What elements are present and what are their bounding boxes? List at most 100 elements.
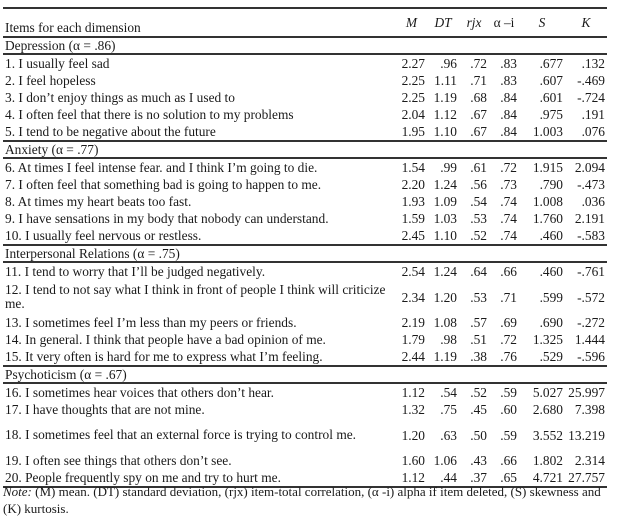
- item-text: 18. I sometimes feel that an external fo…: [5, 427, 357, 442]
- item-text: 8. At times my heart beats too fast.: [5, 194, 192, 209]
- value-alpha-i: .59: [500, 427, 517, 443]
- value-k: 13.219: [568, 427, 605, 443]
- value-alpha-i: .73: [500, 177, 517, 192]
- value-s: .677: [539, 56, 563, 71]
- table-row: 20. People frequently spy on me and try …: [3, 469, 607, 488]
- value-dt: .99: [440, 160, 457, 175]
- value-s: .790: [539, 177, 563, 192]
- value-k: 2.314: [574, 453, 605, 468]
- value-rjx: .50: [470, 427, 487, 443]
- table-row: 7. I often feel that something bad is go…: [3, 176, 607, 193]
- item-text: 5. I tend to be negative about the futur…: [3, 123, 396, 142]
- value-m: 2.25: [401, 90, 425, 105]
- value-s: .690: [539, 315, 563, 330]
- value-m: 1.79: [401, 332, 425, 347]
- value-s: 2.680: [532, 402, 563, 417]
- value-k: 2.191: [574, 211, 605, 226]
- value-rjx: .68: [470, 90, 487, 105]
- value-m: 2.27: [401, 56, 425, 71]
- value-dt: 1.08: [433, 315, 457, 330]
- value-rjx: .53: [470, 289, 487, 305]
- value-k: 2.094: [574, 160, 605, 175]
- value-alpha-i: .66: [500, 453, 517, 468]
- item-text: 3. I don’t enjoy things as much as I use…: [5, 90, 235, 105]
- value-s: 3.552: [532, 427, 563, 443]
- value-alpha-i: .74: [500, 194, 517, 209]
- section-title: Interpersonal Relations (α = .75): [3, 245, 607, 263]
- header-row: Items for each dimension M DT rjx α –i S…: [3, 7, 607, 38]
- value-s: .460: [539, 264, 563, 279]
- value-k: 7.398: [574, 402, 605, 417]
- value-dt: 1.11: [434, 73, 457, 88]
- value-rjx: .57: [470, 315, 487, 330]
- value-dt: 1.24: [433, 264, 457, 279]
- value-m: 1.12: [396, 469, 427, 488]
- value-dt: .96: [440, 56, 457, 71]
- section-title: Psychoticism (α = .67): [3, 366, 607, 384]
- value-s: 1.008: [532, 194, 563, 209]
- value-alpha-i: .66: [500, 264, 517, 279]
- value-s: 1.003: [519, 123, 565, 142]
- value-alpha-i: .59: [500, 385, 517, 400]
- value-alpha-i: .74: [500, 211, 517, 226]
- item-text: 13. I sometimes feel I’m less than my pe…: [5, 315, 297, 330]
- value-k: -.572: [577, 289, 605, 305]
- value-alpha-i: .83: [500, 73, 517, 88]
- value-alpha-i: .74: [489, 227, 519, 246]
- note-label: Note:: [3, 484, 32, 499]
- item-text: 9. I have sensations in my body that nob…: [5, 211, 329, 226]
- table-row: 18. I sometimes feel that an external fo…: [3, 418, 607, 452]
- value-s: 1.915: [532, 160, 563, 175]
- value-dt: .63: [440, 427, 457, 443]
- value-m: 1.95: [396, 123, 427, 142]
- items-header: Items for each dimension: [3, 7, 396, 38]
- section-row: Depression (α = .86): [3, 37, 607, 55]
- item-text: 10. I usually feel nervous or restless.: [3, 227, 396, 246]
- value-s: 4.721: [519, 469, 565, 488]
- table-row: 12. I tend to not say what I think in fr…: [3, 280, 607, 314]
- table-row: 4. I often feel that there is no solutio…: [3, 106, 607, 123]
- value-s: .529: [519, 348, 565, 367]
- value-m: 2.45: [396, 227, 427, 246]
- value-alpha-i: .83: [500, 56, 517, 71]
- value-alpha-i: .69: [500, 315, 517, 330]
- table-row: 1. I usually feel sad 2.27 .96 .72 .83 .677 .1…: [3, 54, 607, 72]
- value-alpha-i: .84: [500, 107, 517, 122]
- item-text: 16. I sometimes hear voices that others …: [5, 385, 274, 400]
- value-dt: 1.12: [433, 107, 457, 122]
- value-k: -.469: [577, 73, 605, 88]
- value-k: -.272: [577, 315, 605, 330]
- value-alpha-i: .72: [500, 160, 517, 175]
- table-row: 13. I sometimes feel I’m less than my pe…: [3, 314, 607, 331]
- value-s: 1.325: [532, 332, 563, 347]
- value-m: 1.32: [401, 402, 425, 417]
- value-k: 25.997: [568, 385, 605, 400]
- col-header-m: M: [396, 7, 427, 38]
- value-dt: 1.19: [433, 90, 457, 105]
- value-dt: .98: [440, 332, 457, 347]
- value-k: .036: [581, 194, 605, 209]
- value-rjx: .38: [459, 348, 489, 367]
- value-rjx: .72: [470, 56, 487, 71]
- value-rjx: .45: [470, 402, 487, 417]
- col-header-dt: DT: [427, 7, 459, 38]
- item-text: 4. I often feel that there is no solutio…: [5, 107, 294, 122]
- value-m: 1.20: [401, 427, 425, 443]
- value-m: 2.19: [401, 315, 425, 330]
- value-rjx: .52: [470, 385, 487, 400]
- table-row: 10. I usually feel nervous or restless. 2…: [3, 227, 607, 246]
- value-rjx: .53: [470, 211, 487, 226]
- table-row: 2. I feel hopeless 2.25 1.11 .71 .83 .607 -.46…: [3, 72, 607, 89]
- item-text: 1. I usually feel sad: [5, 56, 110, 71]
- value-s: .601: [539, 90, 563, 105]
- table-body: Depression (α = .86) 1. I usually feel sa…: [3, 37, 607, 488]
- value-s: 1.802: [532, 453, 563, 468]
- value-alpha-i: .60: [500, 402, 517, 417]
- value-k: -.724: [577, 90, 605, 105]
- value-k: 27.757: [565, 469, 607, 488]
- value-m: 1.59: [401, 211, 425, 226]
- table-row: 6. At times I feel intense fear. and I t…: [3, 158, 607, 176]
- value-rjx: .64: [470, 264, 487, 279]
- value-alpha-i: .72: [500, 332, 517, 347]
- value-dt: .44: [427, 469, 459, 488]
